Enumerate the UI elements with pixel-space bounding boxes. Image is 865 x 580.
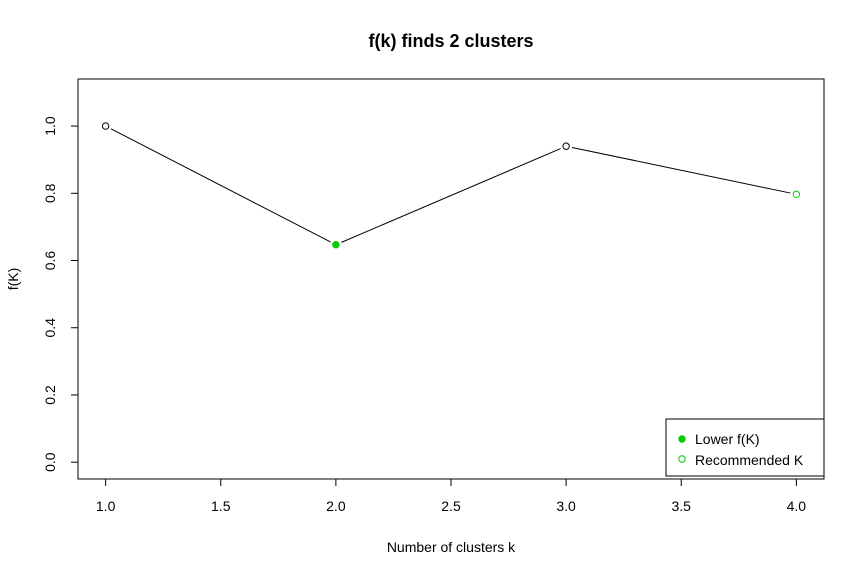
legend: Lower f(K) Recommended K <box>665 418 825 477</box>
y-tick-label: 1.0 <box>42 116 58 136</box>
y-tick-label: 0.8 <box>42 183 58 203</box>
x-tick-label: 2.5 <box>441 498 461 514</box>
data-point <box>792 190 801 198</box>
x-axis: 1.0 1.5 2.0 2.5 3.0 3.5 4.0 <box>96 478 807 514</box>
series-layer <box>101 122 801 249</box>
legend-label-lower-fk: Lower f(K) <box>695 431 760 447</box>
x-tick-label: 4.0 <box>787 498 807 514</box>
data-point <box>562 142 570 150</box>
y-tick-label: 0.4 <box>42 318 58 338</box>
chart-title: f(k) finds 2 clusters <box>368 31 533 51</box>
y-axis-label: f(K) <box>5 268 21 291</box>
legend-marker-lower-fk <box>678 435 686 443</box>
x-axis-label: Number of clusters k <box>387 539 516 555</box>
x-tick-label: 3.5 <box>672 498 692 514</box>
legend-label-recommended-k: Recommended K <box>695 452 804 468</box>
y-axis: 0.0 0.2 0.4 0.6 0.8 1.0 <box>42 116 79 472</box>
series-line-segment <box>571 146 791 194</box>
data-point <box>101 122 110 130</box>
legend-box <box>665 418 825 477</box>
y-tick-label: 0.2 <box>42 385 58 405</box>
x-tick-label: 3.0 <box>556 498 576 514</box>
y-tick-label: 0.0 <box>42 452 58 472</box>
data-point <box>332 241 340 249</box>
series-line-segment <box>341 148 561 243</box>
x-tick-label: 2.0 <box>326 498 346 514</box>
legend-marker-recommended-k <box>678 455 686 463</box>
x-tick-label: 1.5 <box>211 498 231 514</box>
series-line-segment <box>110 128 331 243</box>
y-tick-label: 0.6 <box>42 251 58 271</box>
x-tick-label: 1.0 <box>96 498 116 514</box>
